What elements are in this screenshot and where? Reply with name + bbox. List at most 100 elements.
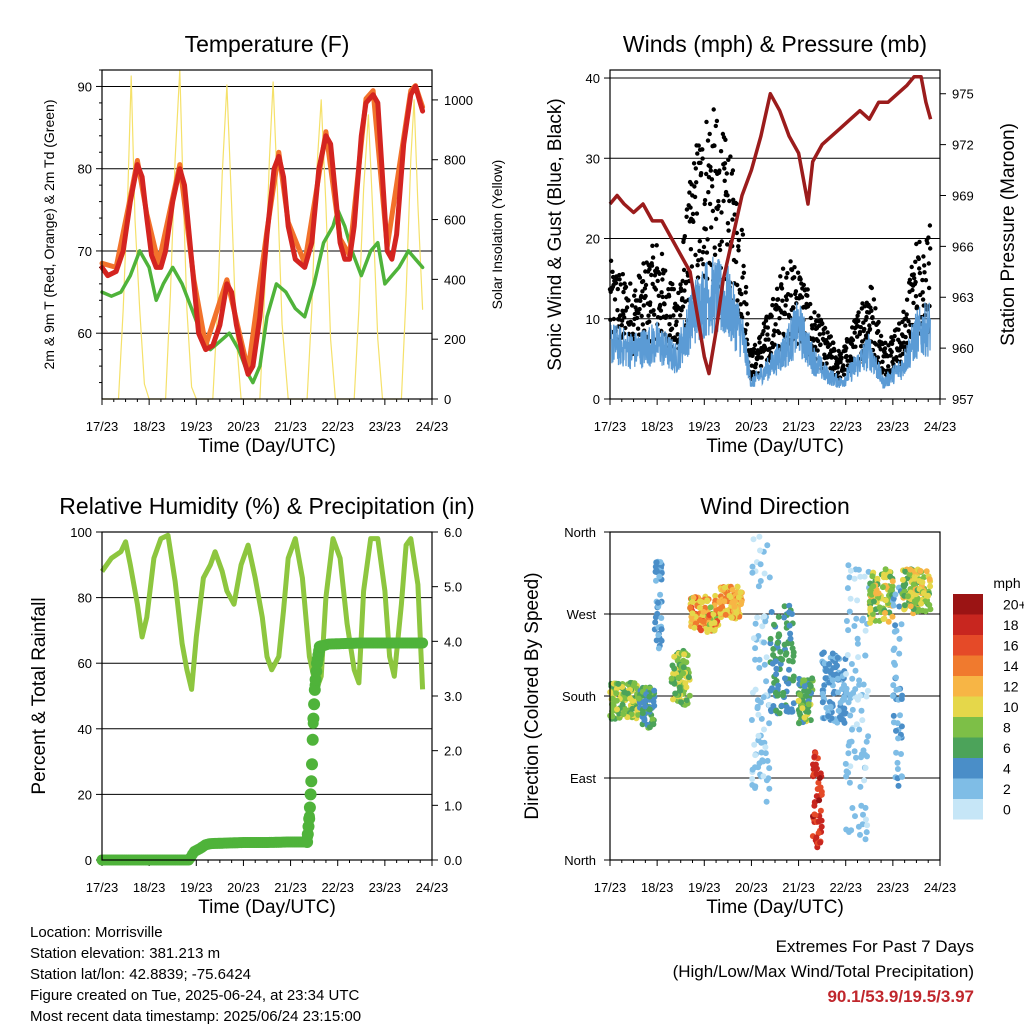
direction-point (757, 699, 764, 706)
gust-point (620, 308, 625, 313)
direction-point (844, 652, 851, 658)
direction-point (716, 599, 723, 606)
direction-point (818, 823, 825, 830)
direction-point (889, 578, 896, 585)
gust-point (736, 248, 741, 253)
gust-point (680, 278, 685, 284)
gust-point (634, 315, 640, 321)
gust-point (832, 348, 837, 353)
x-tick-label: 18/23 (641, 880, 674, 895)
gust-point (881, 367, 886, 373)
direction-point (650, 721, 657, 728)
gust-point (770, 296, 776, 302)
direction-point (733, 610, 740, 616)
gust-point (844, 353, 849, 359)
direction-point (726, 592, 733, 599)
direction-point (918, 600, 925, 607)
direction-point (921, 574, 928, 581)
gust-point (722, 166, 727, 171)
direction-point (856, 681, 863, 688)
y-tick-label: 100 (70, 525, 92, 540)
direction-point (829, 650, 836, 657)
gust-point (678, 313, 683, 318)
direction-point (620, 711, 627, 718)
gust-point (913, 294, 919, 299)
direction-point (707, 604, 714, 611)
direction-point (613, 685, 620, 692)
gust-point (712, 245, 717, 250)
direction-point (839, 686, 845, 692)
precip-points (96, 637, 429, 866)
gust-point (779, 282, 784, 287)
direction-point (818, 788, 825, 795)
direction-point (910, 581, 917, 588)
precip-point (303, 812, 316, 825)
gust-point (624, 305, 630, 310)
gust-point (871, 320, 876, 325)
gust-point (717, 168, 722, 173)
gust-point (714, 118, 720, 124)
direction-point (920, 590, 927, 596)
gust-point (723, 137, 728, 142)
y2-tick-label: 963 (952, 290, 974, 305)
direction-point (775, 631, 782, 638)
gust-point (695, 275, 701, 280)
gust-point (733, 259, 739, 265)
direction-point (761, 661, 768, 668)
direction-point (772, 689, 779, 696)
gust-point (926, 235, 931, 240)
gust-point (684, 207, 690, 212)
direction-point (717, 605, 724, 612)
gust-point (900, 351, 905, 356)
gust-point (726, 228, 731, 233)
gust-point (667, 333, 672, 338)
direction-point (890, 712, 897, 719)
gust-point (883, 340, 888, 345)
gust-point (694, 211, 700, 216)
gust-point (873, 306, 878, 311)
gust-point (920, 290, 925, 295)
gust-point (725, 221, 731, 226)
precip-point (308, 683, 321, 696)
gust-point (739, 291, 744, 297)
gust-point (850, 337, 856, 343)
gust-point (641, 303, 646, 308)
direction-point (894, 759, 901, 766)
y2-tick-label: 6.0 (444, 525, 462, 540)
direction-point (628, 711, 635, 718)
gust-point (660, 294, 665, 300)
x-tick-label: 21/23 (274, 419, 307, 434)
y-tick-label: 10 (586, 312, 600, 327)
gust-point (743, 328, 748, 333)
y2-tick-label: 969 (952, 188, 974, 203)
panel-title: Wind Direction (700, 493, 850, 519)
gust-point (615, 286, 620, 292)
gust-point (758, 363, 764, 369)
gust-point (697, 248, 702, 254)
direction-point (898, 751, 904, 757)
gust-point (724, 171, 729, 176)
direction-point (787, 635, 794, 642)
x-tick-label: 17/23 (86, 880, 119, 895)
gust-point (857, 330, 863, 335)
direction-point (721, 584, 728, 591)
direction-point (899, 773, 906, 780)
gust-point (702, 198, 708, 203)
colorbar-swatch (953, 717, 983, 738)
x-tick-label: 18/23 (133, 419, 166, 434)
direction-point (855, 823, 862, 830)
direction-point (861, 573, 868, 580)
x-tick-label: 19/23 (180, 880, 213, 895)
gust-point (639, 293, 644, 299)
direction-point (710, 611, 717, 618)
direction-point (671, 665, 678, 672)
precip-point (315, 640, 328, 653)
gust-point (779, 286, 785, 291)
direction-point (763, 678, 770, 685)
direction-point (874, 575, 881, 582)
direction-point (837, 699, 844, 706)
gust-point (688, 205, 693, 210)
gust-point (862, 304, 867, 309)
gust-point (892, 333, 897, 339)
y2-tick-label: 3.0 (444, 689, 462, 704)
